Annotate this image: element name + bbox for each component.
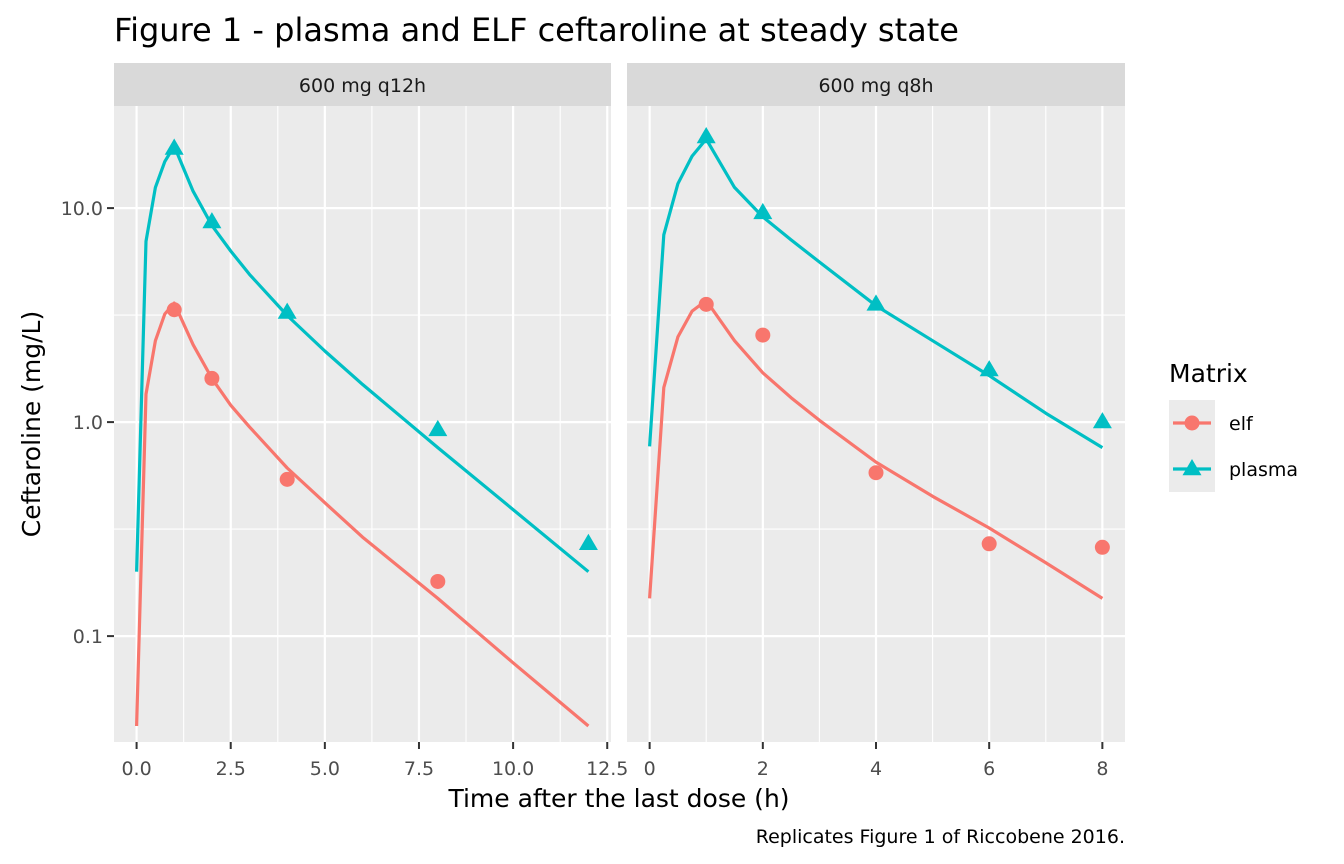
x-tick-label: 12.5 bbox=[586, 758, 628, 780]
panel-background bbox=[114, 106, 611, 742]
x-tick-label: 8 bbox=[1096, 758, 1108, 780]
data-point-plasma bbox=[753, 202, 773, 220]
data-point-plasma bbox=[277, 302, 297, 319]
panel-strip-label: 600 mg q8h bbox=[818, 75, 933, 97]
series-line-plasma bbox=[648, 137, 1104, 449]
panel-strip-label: 600 mg q12h bbox=[299, 75, 426, 97]
x-tick-label: 7.5 bbox=[404, 758, 434, 780]
x-tick-label: 2 bbox=[757, 758, 769, 780]
data-point-elf bbox=[755, 327, 771, 343]
panel-strip bbox=[114, 63, 611, 106]
series-line-plasma bbox=[135, 144, 590, 573]
series-line-elf bbox=[135, 301, 590, 728]
x-tick-label: 6 bbox=[983, 758, 995, 780]
legend-title: Matrix bbox=[1169, 359, 1248, 388]
chart-caption: Replicates Figure 1 of Riccobene 2016. bbox=[756, 826, 1125, 848]
data-point-plasma bbox=[866, 294, 886, 311]
x-tick-label: 4 bbox=[870, 758, 882, 780]
x-tick-label: 5.0 bbox=[310, 758, 340, 780]
legend: Matrix elf plasma bbox=[1169, 359, 1298, 492]
panels-layer: 600 mg q12h 0.0 2.5 5.0 7.5 10.0 12.5 0.1 1.0 10.… bbox=[61, 63, 1125, 780]
legend-key-marker bbox=[1182, 459, 1202, 476]
data-point-elf bbox=[868, 465, 884, 481]
series-line-elf bbox=[648, 298, 1104, 600]
y-axis-title: Ceftaroline (mg/L) bbox=[17, 311, 46, 538]
x-tick-label: 2.5 bbox=[216, 758, 246, 780]
legend-entry-elf: elf bbox=[1169, 400, 1254, 446]
y-tick-label: 10.0 bbox=[61, 198, 103, 220]
data-point-elf bbox=[166, 302, 182, 318]
data-point-elf bbox=[204, 370, 220, 386]
data-point-elf bbox=[279, 471, 295, 487]
chart-title: Figure 1 - plasma and ELF ceftaroline at… bbox=[114, 11, 959, 49]
data-point-plasma bbox=[202, 212, 222, 229]
panel-1: 600 mg q12h 0.0 2.5 5.0 7.5 10.0 12.5 0.1 1.0 10.… bbox=[61, 63, 628, 780]
y-tick-label: 0.1 bbox=[73, 626, 103, 648]
data-point-plasma bbox=[696, 127, 716, 144]
data-point-elf bbox=[1094, 539, 1110, 555]
data-point-elf bbox=[430, 573, 446, 589]
data-point-plasma bbox=[979, 360, 999, 377]
y-tick-label: 1.0 bbox=[73, 412, 103, 434]
legend-entry-plasma: plasma bbox=[1169, 446, 1298, 492]
legend-entry-label: plasma bbox=[1229, 459, 1298, 481]
data-point-plasma bbox=[1092, 412, 1112, 429]
legend-entries: elf plasma bbox=[1169, 400, 1298, 492]
x-tick-label: 0.0 bbox=[121, 758, 151, 780]
data-point-plasma bbox=[578, 533, 598, 550]
x-axis-title: Time after the last dose (h) bbox=[447, 784, 789, 813]
legend-key-marker bbox=[1184, 415, 1200, 431]
data-point-elf bbox=[698, 296, 714, 312]
data-point-plasma bbox=[428, 419, 448, 437]
panel-2: 600 mg q8h 0 2 4 6 8 bbox=[627, 63, 1125, 780]
legend-entry-label: elf bbox=[1229, 413, 1254, 435]
panel-strip bbox=[627, 63, 1125, 106]
x-tick-label: 10.0 bbox=[492, 758, 534, 780]
x-tick-label: 0 bbox=[644, 758, 656, 780]
data-point-elf bbox=[981, 536, 997, 552]
data-point-plasma bbox=[164, 138, 184, 155]
